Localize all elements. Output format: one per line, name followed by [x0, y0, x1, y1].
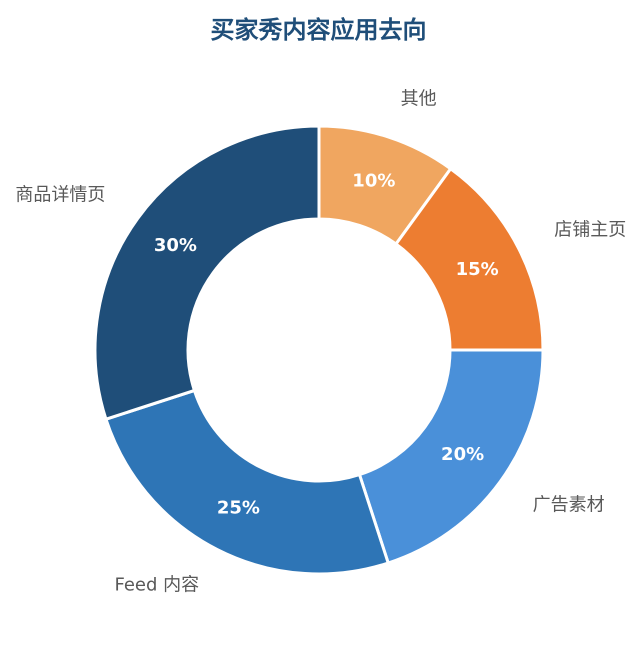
slice-value-label: 30% — [154, 235, 197, 256]
slice-category-label: 店铺主页 — [554, 220, 626, 241]
slice-value-label: 15% — [456, 259, 499, 280]
donut-slice-2 — [357, 348, 545, 565]
slice-category-label: 商品详情页 — [15, 184, 105, 205]
slice-value-label: 25% — [217, 498, 260, 519]
slice-value-label: 20% — [441, 444, 484, 465]
chart-title: 买家秀内容应用去向 — [210, 16, 427, 44]
slice-category-label: 广告素材 — [533, 495, 605, 516]
slice-category-label: Feed 内容 — [114, 575, 199, 596]
donut-slice-4 — [93, 124, 321, 422]
donut-slice-3 — [104, 388, 391, 576]
slice-value-label: 10% — [352, 171, 395, 192]
slice-category-label: 其他 — [401, 88, 437, 109]
